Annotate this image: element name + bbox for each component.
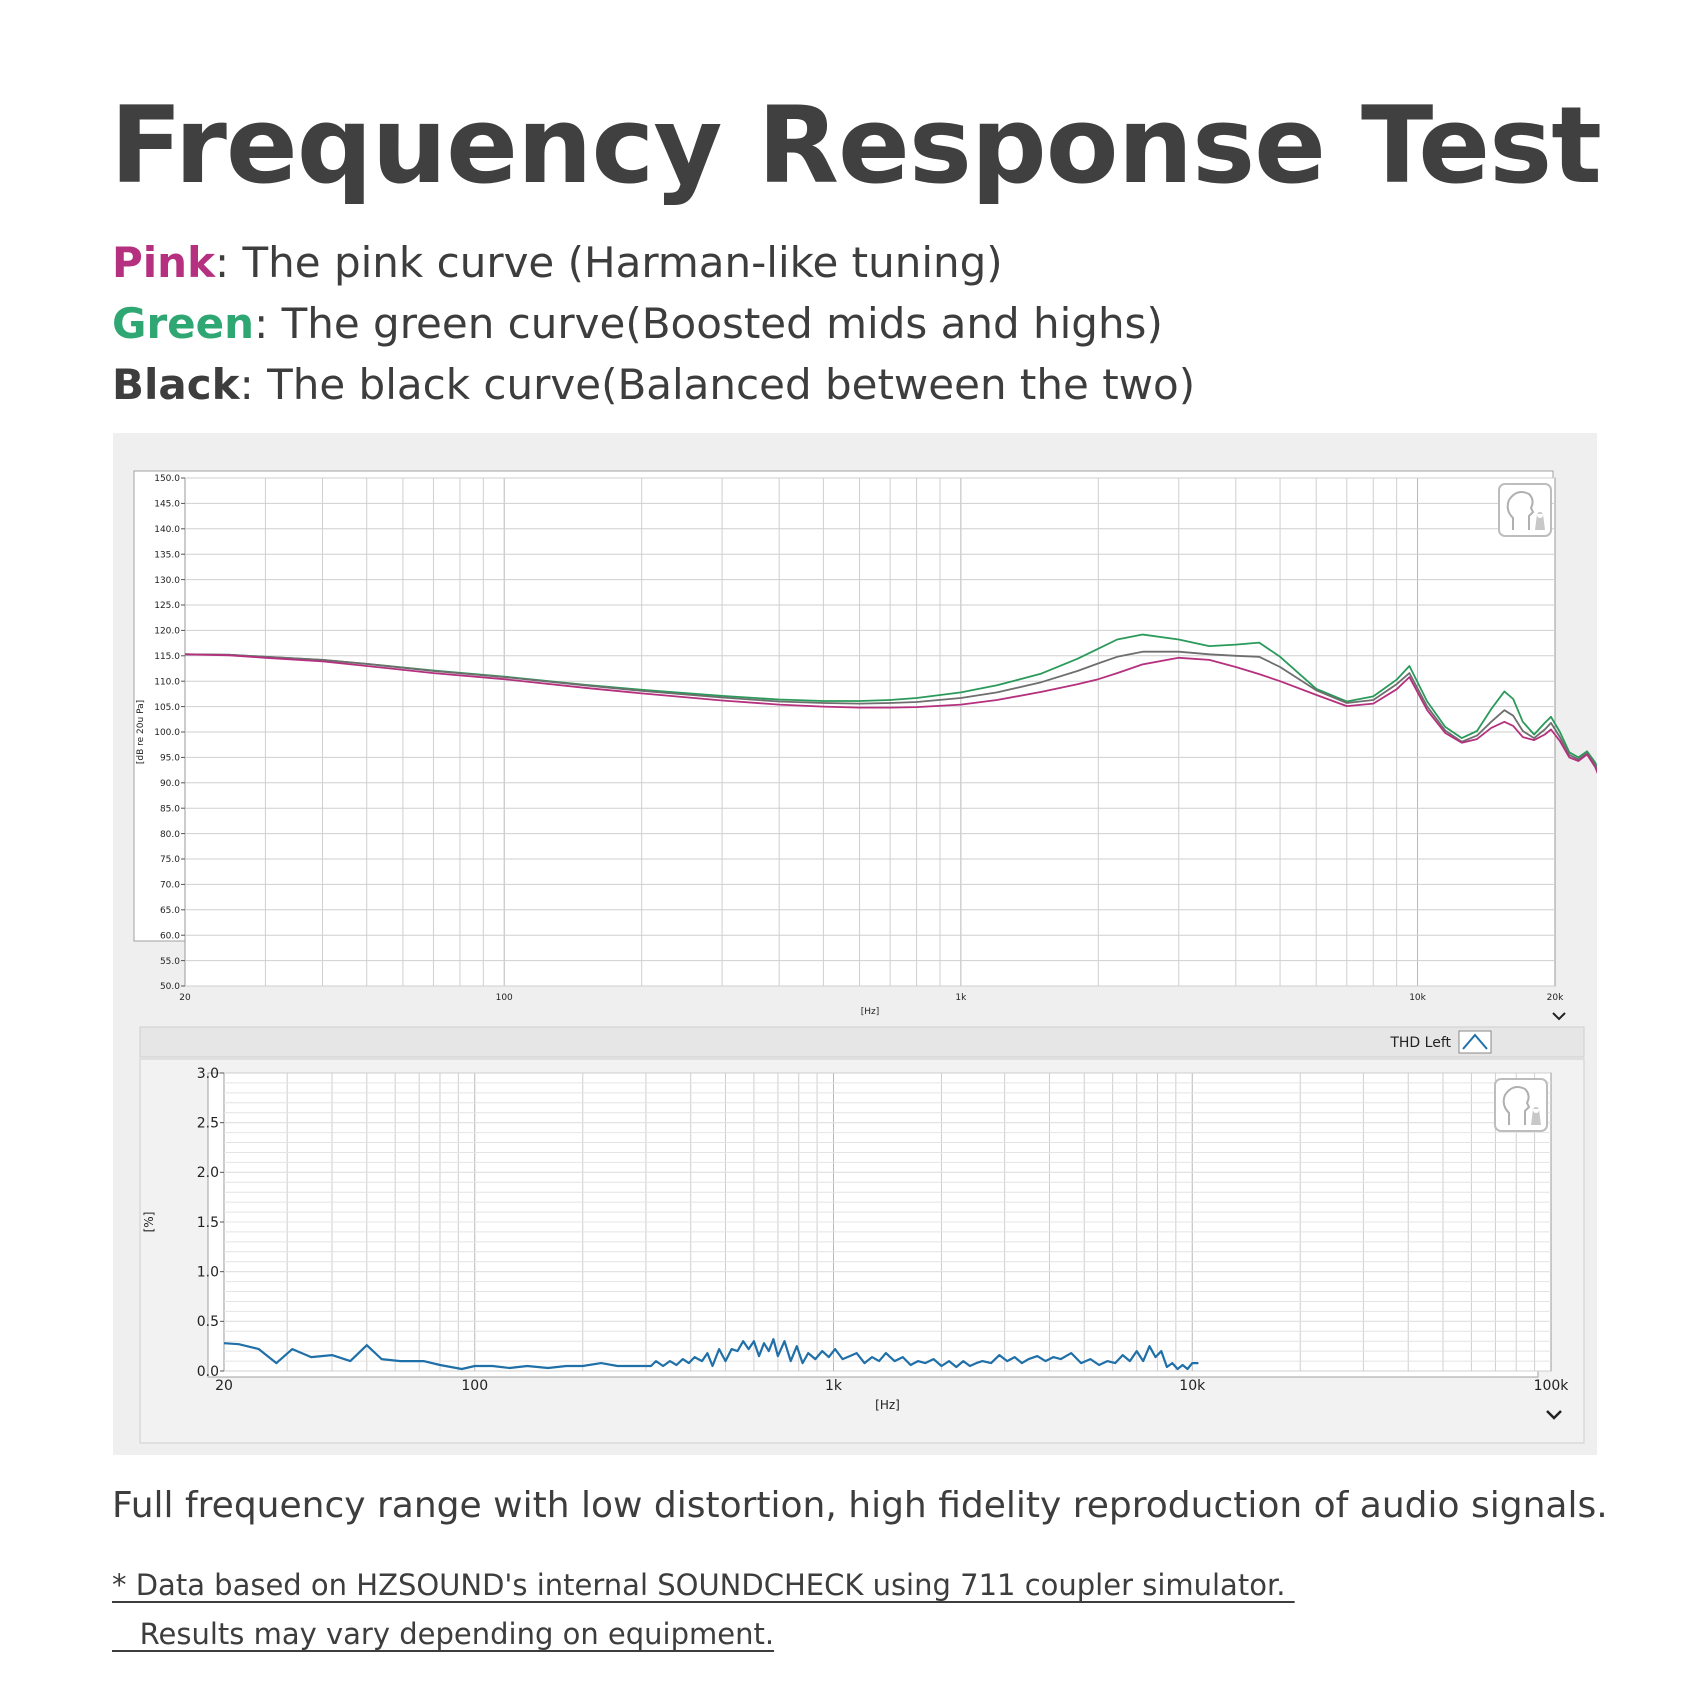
x-tick-label: 100k <box>1534 1378 1570 1394</box>
y-tick-label: 80.0 <box>160 830 180 840</box>
legend-pink: Pink: The pink curve (Harman-like tuning… <box>112 232 1195 293</box>
chart-frame <box>207 1072 1539 1378</box>
icon-head <box>1506 491 1535 530</box>
y-tick-label: 0.5 <box>197 1314 219 1330</box>
y-tick-label: 120.0 <box>154 627 180 637</box>
footnote-line-1: * Data based on HZSOUND's internal SOUND… <box>112 1568 1295 1602</box>
x-tick-label: 10k <box>1179 1378 1206 1394</box>
y-tick-label: 2.5 <box>197 1116 219 1132</box>
icon-torso <box>1531 1107 1541 1125</box>
footnote-line-2: Results may vary depending on equipment. <box>112 1617 775 1651</box>
y-tick-label: 95.0 <box>160 754 180 764</box>
y-tick-label: 3.0 <box>197 1066 219 1082</box>
x-tick-label: 100 <box>496 993 513 1003</box>
y-tick-label: 130.0 <box>154 576 180 586</box>
x-axis-label: [Hz] <box>875 1398 900 1412</box>
y-tick-label: 60.0 <box>160 931 180 941</box>
y-tick-label: 150.0 <box>154 474 180 484</box>
page-title: Frequency Response Test <box>110 84 1602 207</box>
y-tick-label: 125.0 <box>154 601 180 611</box>
legend-pink-text: : The pink curve (Harman-like tuning) <box>215 238 1003 287</box>
legend-black-text: : The black curve(Balanced between the t… <box>239 360 1196 409</box>
y-tick-label: 115.0 <box>154 652 180 662</box>
y-tick-label: 105.0 <box>154 703 180 713</box>
x-axis-label: [Hz] <box>861 1007 880 1017</box>
legend-pink-key: Pink <box>112 238 216 287</box>
x-tick-label: 100 <box>461 1378 488 1394</box>
chevron-down-icon[interactable] <box>1552 1012 1566 1021</box>
y-tick-label: 2.0 <box>197 1165 219 1181</box>
y-tick-label: 140.0 <box>154 525 180 535</box>
curve-legend: Pink: The pink curve (Harman-like tuning… <box>112 232 1195 415</box>
y-axis-label: [%] <box>142 1212 156 1233</box>
y-tick-label: 70.0 <box>160 881 180 891</box>
plot-area <box>223 1072 1552 1372</box>
y-tick-label: 55.0 <box>160 957 180 967</box>
y-tick-label: 100.0 <box>154 728 180 738</box>
legend-black: Black: The black curve(Balanced between … <box>112 354 1195 415</box>
x-tick-label: 20 <box>215 1378 233 1394</box>
legend-green-text: : The green curve(Boosted mids and highs… <box>254 299 1163 348</box>
x-tick-label: 20k <box>1547 993 1564 1003</box>
series-line-2 <box>184 650 1597 773</box>
frequency-response-chart: 150.0 145.0 140.0 135.0 130.0 125.0 120.0 115.0… <box>133 470 1597 1021</box>
head-torso-icon <box>1494 1078 1548 1132</box>
legend-green-key: Green <box>112 299 255 348</box>
y-tick-label: 0.0 <box>197 1364 219 1380</box>
x-tick-label: 20 <box>179 993 191 1003</box>
y-tick-label: 135.0 <box>154 550 180 560</box>
y-tick-label: 50.0 <box>160 982 180 992</box>
icon-head <box>1502 1086 1531 1125</box>
y-tick-label: 1.0 <box>197 1265 219 1281</box>
head-torso-icon <box>1498 483 1552 537</box>
legend-green: Green: The green curve(Boosted mids and … <box>112 293 1195 354</box>
x-tick-label: 1k <box>955 993 967 1003</box>
x-tick-label: 1k <box>825 1378 843 1394</box>
y-tick-label: 145.0 <box>154 500 180 510</box>
series-line-3 <box>184 653 1597 774</box>
icon-torso <box>1535 512 1545 530</box>
thd-panel <box>139 1058 1585 1444</box>
chevron-down-icon[interactable] <box>1546 1410 1562 1420</box>
y-tick-label: 85.0 <box>160 804 180 814</box>
x-tick-label: 10k <box>1409 993 1426 1003</box>
y-tick-label: 65.0 <box>160 906 180 916</box>
y-tick-label: 1.5 <box>197 1215 219 1231</box>
series-line-1 <box>223 1338 1199 1371</box>
y-tick-label: 75.0 <box>160 855 180 865</box>
y-tick-label: 90.0 <box>160 779 180 789</box>
icon-frame <box>1494 1078 1548 1132</box>
soundcheck-panel: 150.0 145.0 140.0 135.0 130.0 125.0 120.0 115.0… <box>113 433 1597 1455</box>
y-tick-label: 110.0 <box>154 677 180 687</box>
legend-black-key: Black <box>112 360 240 409</box>
y-axis-label: [dB re 20u Pa] <box>136 700 146 764</box>
series-line-1 <box>184 633 1597 770</box>
caption-text: Full frequency range with low distortion… <box>112 1485 1608 1526</box>
